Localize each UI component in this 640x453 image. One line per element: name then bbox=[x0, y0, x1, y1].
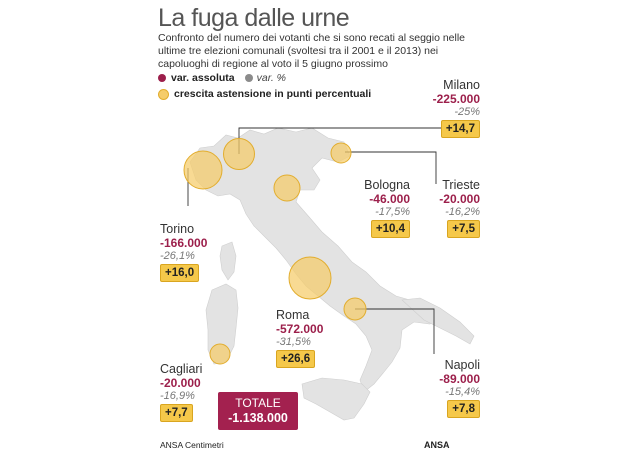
legend-row-circle: crescita astensione in punti percentuali bbox=[158, 88, 371, 100]
city-points-badge: +16,0 bbox=[160, 264, 200, 282]
legend-pct-label: var. % bbox=[256, 72, 286, 84]
city-pct-var: -17,5% bbox=[375, 206, 410, 218]
city-name: Cagliari bbox=[160, 362, 203, 376]
city-name: Roma bbox=[276, 308, 310, 322]
city-points-badge: +7,8 bbox=[447, 400, 480, 418]
credit-left: ANSA Centimetri bbox=[160, 440, 224, 450]
city-abs-var: -20.000 bbox=[439, 192, 480, 206]
connector-napoli bbox=[355, 308, 435, 354]
bubble-napoli bbox=[343, 297, 367, 321]
legend-row-variations: var. assoluta var. % bbox=[158, 72, 286, 84]
city-name: Torino bbox=[160, 222, 195, 236]
sicily bbox=[301, 377, 371, 421]
legend-circle-label: crescita astensione in punti percentuali bbox=[174, 88, 372, 100]
panel-background bbox=[150, 0, 490, 453]
city-napoli: Napoli -89.000 -15,4% +7,8 bbox=[410, 358, 480, 418]
italy-heel bbox=[401, 297, 475, 345]
city-abs-var: -166.000 bbox=[160, 236, 208, 250]
city-abs-var: -225.000 bbox=[432, 92, 480, 106]
total-value: -1.138.000 bbox=[228, 411, 288, 425]
city-abs-var: -572.000 bbox=[276, 322, 324, 336]
city-name: Napoli bbox=[444, 358, 480, 372]
city-pct-var: -16,2% bbox=[445, 206, 480, 218]
city-cagliari: Cagliari -20.000 -16,9% +7,7 bbox=[160, 362, 230, 422]
city-abs-var: -46.000 bbox=[369, 192, 410, 206]
page-subtitle: Confronto del numero dei votanti che si … bbox=[158, 32, 466, 70]
city-abs-var: -89.000 bbox=[439, 372, 480, 386]
city-pct-var: -15,4% bbox=[445, 386, 480, 398]
city-torino: Torino -166.000 -26,1% +16,0 bbox=[160, 222, 230, 282]
connector-trieste bbox=[345, 151, 437, 184]
city-points-badge: +7,5 bbox=[447, 220, 480, 238]
legend-circle-icon bbox=[158, 88, 169, 100]
city-trieste: Trieste -20.000 -16,2% +7,5 bbox=[410, 178, 480, 238]
bubble-torino bbox=[183, 150, 223, 190]
bubbles bbox=[183, 138, 367, 365]
city-points-badge: +26,6 bbox=[276, 350, 316, 368]
city-pct-var: -31,5% bbox=[276, 336, 311, 348]
city-pct-var: -25% bbox=[454, 106, 480, 118]
legend-abs-dot bbox=[158, 74, 166, 82]
bubble-cagliari bbox=[209, 343, 231, 365]
city-pct-var: -16,9% bbox=[160, 390, 195, 402]
bubble-roma bbox=[288, 256, 332, 300]
credit-right: ANSA bbox=[424, 440, 450, 450]
city-name: Trieste bbox=[442, 178, 480, 192]
city-name: Bologna bbox=[364, 178, 410, 192]
legend-abs-label: var. assoluta bbox=[171, 72, 235, 84]
page-title: La fuga dalle urne bbox=[158, 4, 350, 32]
city-name: Milano bbox=[443, 78, 480, 92]
total-label: TOTALE bbox=[235, 396, 281, 410]
corsica bbox=[219, 241, 237, 281]
city-points-badge: +10,4 bbox=[370, 220, 410, 238]
city-bologna: Bologna -46.000 -17,5% +10,4 bbox=[340, 178, 410, 238]
legend-pct-dot bbox=[244, 74, 253, 82]
city-milano: Milano -225.000 -25% +14,7 bbox=[410, 78, 480, 138]
city-roma: Roma -572.000 -31,5% +26,6 bbox=[276, 308, 346, 368]
bubble-trieste bbox=[330, 142, 352, 164]
city-pct-var: -26,1% bbox=[160, 250, 195, 262]
bubble-bologna bbox=[273, 174, 301, 202]
city-points-badge: +14,7 bbox=[440, 120, 480, 138]
total-box: TOTALE -1.138.000 bbox=[218, 392, 298, 430]
city-abs-var: -20.000 bbox=[160, 376, 201, 390]
bubble-milano bbox=[223, 138, 255, 170]
city-points-badge: +7,7 bbox=[160, 404, 193, 422]
